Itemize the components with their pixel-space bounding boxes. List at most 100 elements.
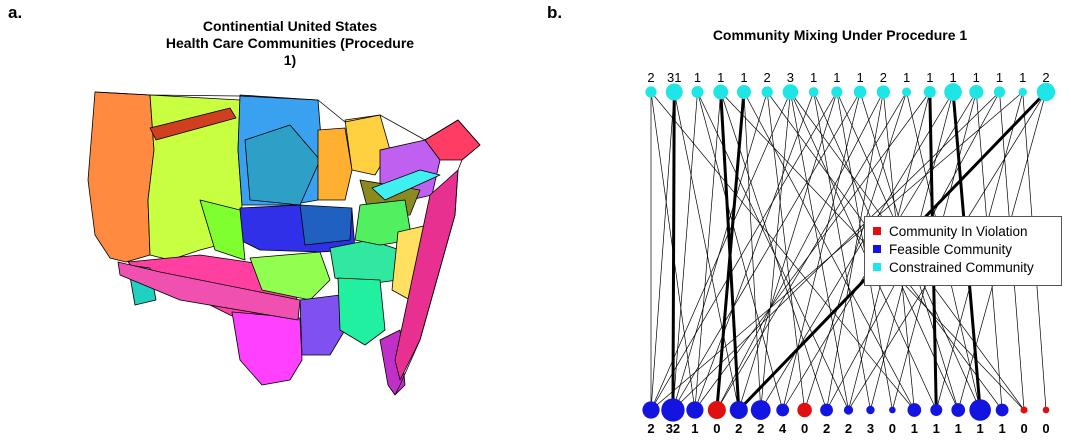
legend: Community In Violation Feasible Communit…: [864, 216, 1062, 286]
map-region: [117, 261, 301, 321]
bottom-node-label: 1: [977, 421, 984, 436]
network-edge: [672, 91, 698, 411]
legend-label: Feasible Community: [889, 242, 1013, 257]
map-title: Continential United States Health Care C…: [160, 18, 420, 69]
top-node: [736, 84, 751, 100]
us-community-map: [87, 91, 481, 396]
network-edge: [760, 91, 791, 411]
top-node-label: 1: [996, 70, 1003, 85]
map-region: [317, 127, 353, 201]
top-node: [1018, 87, 1027, 97]
top-node: [761, 86, 773, 98]
map-region: [244, 124, 321, 206]
bottom-node: [1042, 406, 1050, 414]
top-node-label: 1: [833, 70, 840, 85]
bottom-node: [907, 403, 922, 417]
map-title-line2: Health Care Communities (Procedure 1): [165, 35, 415, 68]
bottom-node-label: 1: [933, 421, 940, 436]
bottom-node: [707, 400, 726, 420]
bottom-node: [995, 403, 1009, 417]
legend-label: Constrained Community: [889, 260, 1034, 275]
network-edge: [738, 91, 838, 411]
bottom-node: [889, 406, 896, 414]
bottom-node-label: 1: [955, 421, 962, 436]
bottom-node: [750, 400, 771, 420]
legend-swatch-constrained: [873, 263, 881, 271]
top-node: [831, 86, 843, 98]
bottom-node-label: 2: [823, 421, 830, 436]
bottom-node-label: 2: [845, 421, 852, 436]
network-edge: [804, 91, 907, 411]
bottom-node: [1020, 406, 1028, 414]
bottom-node-label: 3: [867, 421, 874, 436]
top-node-label: 2: [880, 70, 887, 85]
bottom-node-label: 2: [735, 421, 742, 436]
network-edge: [716, 91, 884, 411]
top-node: [853, 85, 867, 99]
top-nodes: [645, 82, 1056, 102]
top-node-labels: 2 31 1 1 1 2 3 1 1 1 2 1 1 1 1 1 1 2: [647, 70, 1049, 85]
top-node-label: 1: [717, 70, 724, 85]
top-node-label: 3: [787, 70, 794, 85]
top-node-label: 1: [926, 70, 933, 85]
top-node-label: 2: [647, 70, 654, 85]
bottom-node: [642, 401, 660, 419]
bottom-node: [930, 404, 943, 416]
bottom-node: [820, 403, 833, 417]
bottom-node: [866, 405, 875, 415]
network-edge: [694, 91, 931, 411]
network-edge: [694, 91, 722, 411]
top-node: [665, 83, 683, 101]
top-node-label: 1: [694, 70, 701, 85]
bottom-node: [951, 403, 966, 417]
network-edge: [766, 91, 805, 411]
panel-a-letter: a.: [8, 3, 23, 22]
network-edge: [715, 91, 746, 411]
map-region: [87, 91, 155, 263]
bottom-node-label: 4: [779, 421, 787, 436]
map-coastline: [94, 91, 481, 396]
top-node-label: 1: [903, 70, 910, 85]
network-edge: [671, 91, 676, 411]
bottom-node-label: 2: [757, 421, 764, 436]
bottom-node: [776, 403, 790, 417]
bottom-node-label: 32: [666, 421, 680, 436]
map-region: [199, 199, 246, 261]
bottom-node: [797, 402, 812, 418]
top-node-label: 2: [764, 70, 771, 85]
network-edge: [826, 91, 884, 411]
legend-swatch-feasible: [873, 245, 881, 253]
network-edge: [697, 91, 849, 411]
top-node: [993, 86, 1006, 98]
bottom-node-label: 0: [889, 421, 896, 436]
top-node: [923, 86, 936, 98]
bottom-node-label: 0: [713, 421, 720, 436]
network-edge: [782, 91, 861, 411]
network-edge: [650, 91, 915, 411]
bottom-node-label: 0: [801, 421, 808, 436]
map-region: [371, 169, 441, 201]
bottom-node: [661, 398, 685, 422]
legend-entry-constrained: Constrained Community: [873, 259, 1034, 277]
legend-label: Community In Violation: [889, 224, 1028, 239]
top-node: [713, 84, 729, 100]
map-region: [231, 311, 303, 386]
network-edge: [650, 91, 838, 411]
legend-entry-violation: Community In Violation: [873, 223, 1028, 241]
legend-swatch-violation: [873, 227, 881, 235]
map-region: [249, 251, 331, 301]
top-node: [691, 86, 704, 98]
network-edge: [694, 91, 814, 411]
bottom-node: [729, 400, 748, 420]
top-node: [645, 86, 657, 98]
bottom-node-label: 0: [1042, 421, 1049, 436]
top-node: [969, 84, 984, 100]
map-region: [299, 294, 346, 356]
bottom-node-label: 1: [911, 421, 918, 436]
bottom-node-label: 0: [1020, 421, 1027, 436]
map-region: [149, 107, 237, 141]
network-edge: [760, 91, 954, 411]
top-node-label: 1: [857, 70, 864, 85]
top-node: [902, 87, 912, 97]
